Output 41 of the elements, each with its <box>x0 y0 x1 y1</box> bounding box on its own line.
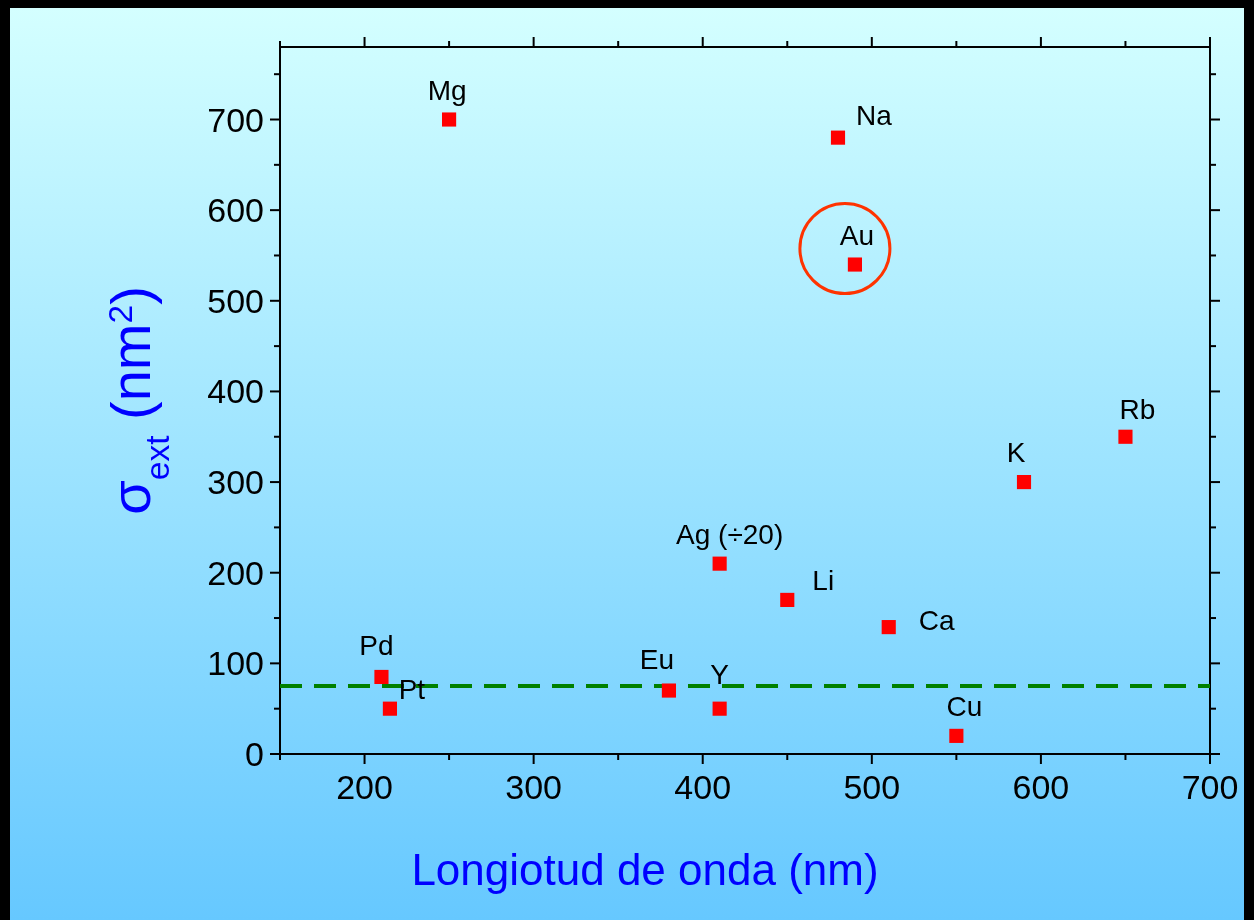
point <box>442 112 457 127</box>
annotation: Mg <box>427 74 467 106</box>
y-tick-label: 300 <box>207 463 264 502</box>
annotation: Ag (÷20) <box>676 518 784 550</box>
y-tick-label: 0 <box>245 735 264 773</box>
y-tick-label: 400 <box>207 372 264 411</box>
x-tick-label: 600 <box>1012 768 1070 806</box>
annotation: Pt <box>398 673 426 705</box>
annotation: Cu <box>946 690 983 722</box>
y-tick-label: 500 <box>207 281 264 320</box>
x-tick-label: 700 <box>1181 768 1239 806</box>
point <box>382 701 397 716</box>
point <box>949 728 964 743</box>
annotation: Eu <box>639 643 675 675</box>
x-tick-label: 400 <box>674 768 732 806</box>
point <box>830 130 846 145</box>
x-tick-label: 500 <box>843 768 901 806</box>
y-tick-label: 700 <box>207 100 264 139</box>
y-tick-label: 100 <box>207 644 264 683</box>
annotation: Pd <box>359 629 394 661</box>
y-tick-label: 600 <box>207 191 264 230</box>
point <box>712 556 727 571</box>
point <box>712 701 727 716</box>
point <box>1016 475 1032 490</box>
point <box>780 592 795 607</box>
point <box>847 257 862 272</box>
point <box>1118 429 1133 444</box>
point <box>881 620 896 635</box>
annotation: Ca <box>918 605 956 637</box>
x-tick-label: 200 <box>336 768 393 806</box>
annotation: Y <box>710 658 730 690</box>
annotation: Li <box>812 564 835 596</box>
annotation: Au <box>839 219 875 251</box>
annotation: K <box>1006 437 1026 469</box>
annotation: Na <box>856 99 893 131</box>
annotation: Rb <box>1119 393 1156 425</box>
y-tick-label: 200 <box>207 553 264 592</box>
x-axis-title: Longiotud de onda (nm) <box>411 845 879 894</box>
point <box>661 683 676 698</box>
x-tick-label: 300 <box>505 768 562 806</box>
point <box>374 669 389 685</box>
